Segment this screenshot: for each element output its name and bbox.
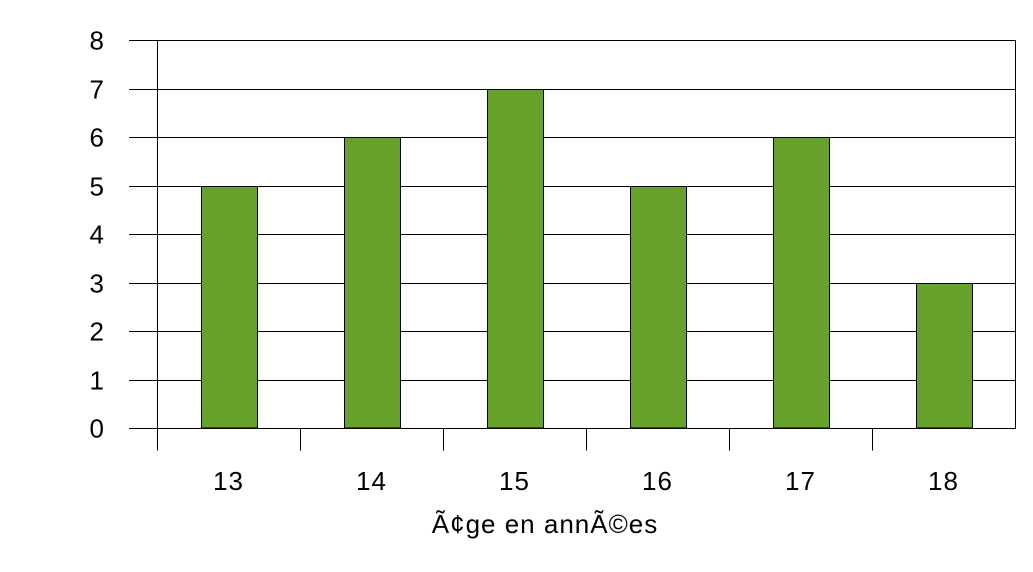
gridlines — [157, 40, 1015, 381]
y-tick-label: 2 — [90, 317, 104, 347]
y-tick-label: 7 — [90, 75, 104, 105]
y-tick-label: 0 — [90, 414, 104, 444]
y-tick-label: 4 — [90, 220, 104, 250]
x-tick-label: 14 — [356, 466, 387, 496]
bar — [773, 137, 830, 429]
y-tick-label: 3 — [90, 269, 104, 299]
x-tick-label: 17 — [785, 466, 816, 496]
y-tick-label: 1 — [90, 366, 104, 396]
bar — [916, 283, 973, 429]
y-tick-label: 6 — [90, 123, 104, 153]
bar — [344, 137, 401, 429]
x-axis-title: Ã¢ge en annÃ©es — [432, 509, 658, 539]
y-tick-labels: 0 1 2 3 4 5 6 7 8 — [90, 26, 104, 444]
y-tick-label: 8 — [90, 26, 104, 56]
bar — [487, 89, 544, 429]
axes — [129, 40, 1016, 451]
x-tick-label: 15 — [499, 466, 530, 496]
bars — [201, 89, 973, 429]
x-tick-label: 16 — [642, 466, 673, 496]
x-tick-label: 18 — [928, 466, 959, 496]
x-tick-labels: 13 14 15 16 17 18 — [213, 466, 959, 496]
y-tick-label: 5 — [90, 172, 104, 202]
bar — [201, 186, 258, 429]
x-tick-label: 13 — [213, 466, 244, 496]
bar — [630, 186, 687, 429]
